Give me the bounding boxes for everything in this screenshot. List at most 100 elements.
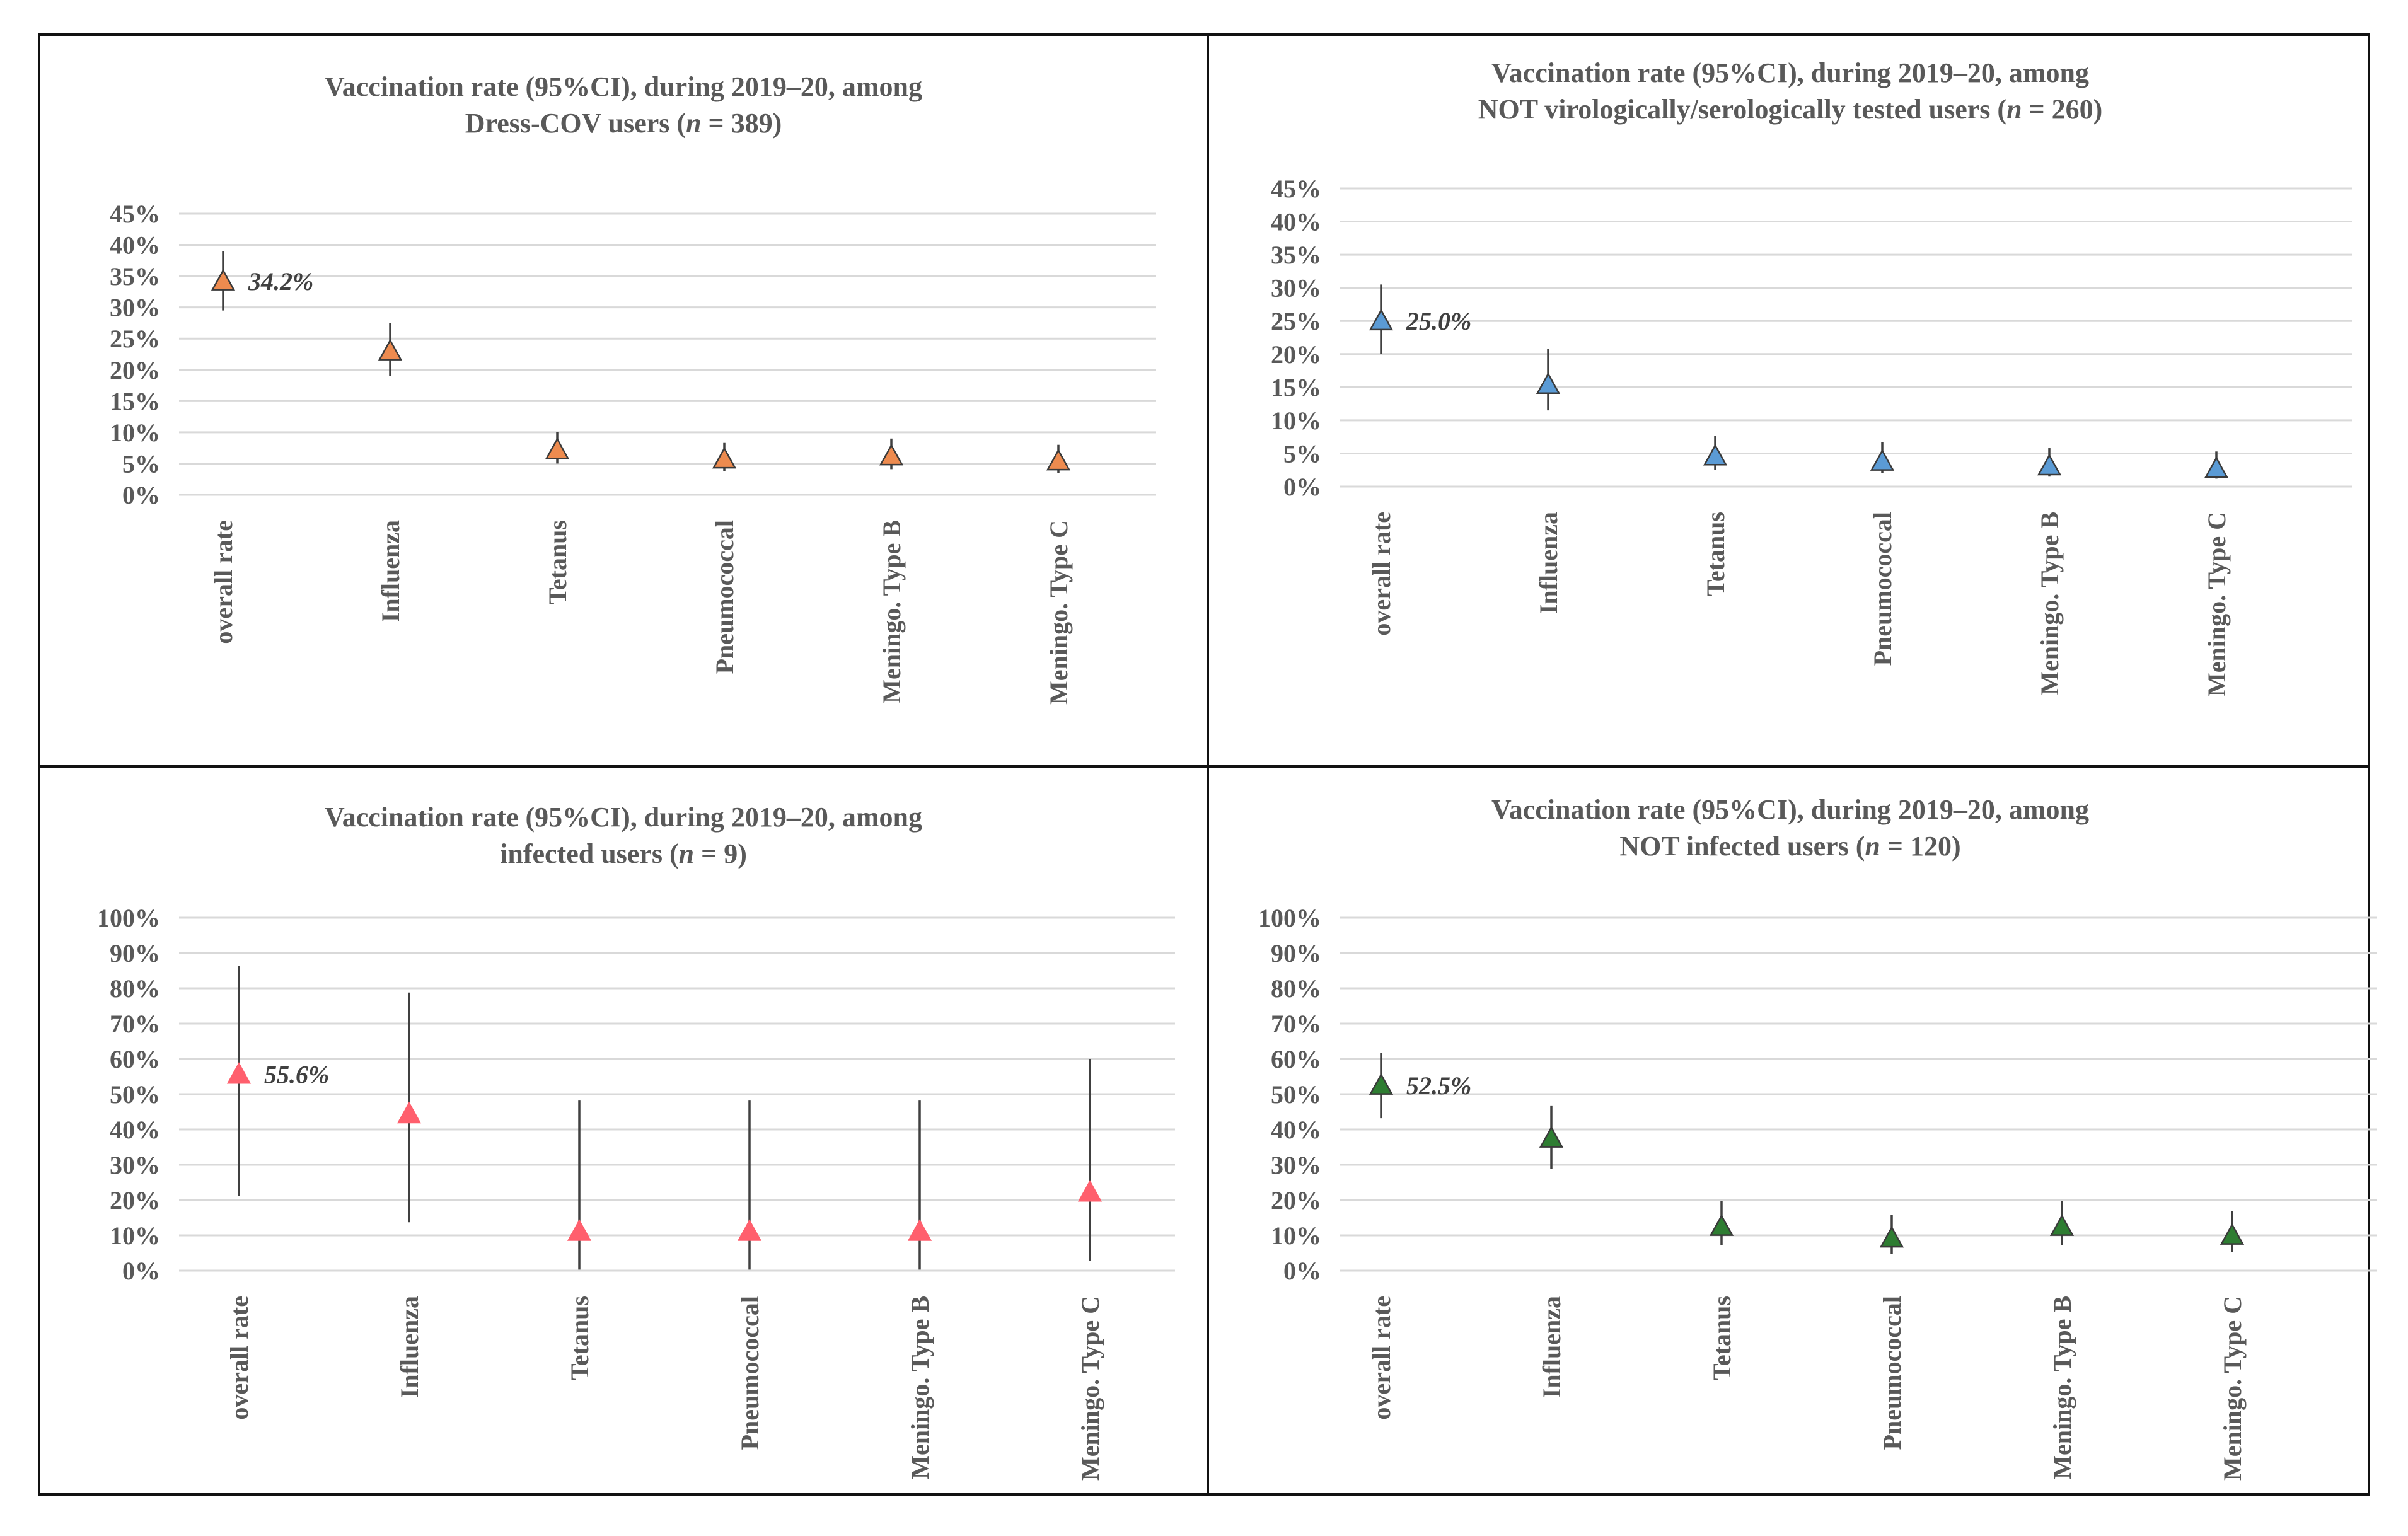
data-point-marker: [397, 1101, 422, 1124]
x-tick-label: Influenza: [376, 520, 405, 622]
chart-title: Vaccination rate (95%CI), during 2019–20…: [40, 69, 1207, 142]
y-tick-label: 30%: [110, 294, 160, 322]
data-point-marker: [1703, 444, 1728, 466]
x-tick-label: Meningo. Type B: [2035, 512, 2064, 695]
x-tick-label: Influenza: [1534, 512, 1563, 614]
x-tick-label: Pneumococcal: [1878, 1296, 1906, 1450]
y-tick-label: 10%: [110, 419, 160, 447]
y-tick-label: 45%: [110, 200, 160, 228]
chart-panel-not-tested: Vaccination rate (95%CI), during 2019–20…: [1208, 36, 2373, 765]
data-point-marker: [1077, 1180, 1103, 1202]
data-point-marker: [2220, 1223, 2245, 1245]
chart-plot: 0% 5% 10% 15% 20% 25% 30% 35% 40% 45% overall rate…: [1271, 175, 2352, 696]
y-tick-label: 10%: [1271, 407, 1321, 435]
chart-title-line1: Vaccination rate (95%CI), during 2019–20…: [1491, 57, 2090, 88]
data-point-marker: [2049, 1214, 2075, 1236]
y-tick-label: 25%: [1271, 307, 1321, 335]
y-tick-label: 70%: [110, 1010, 160, 1038]
y-tick-label: 45%: [1271, 175, 1321, 203]
y-tick-label: 100%: [1258, 904, 1321, 932]
data-point-marker: [2037, 453, 2062, 476]
y-tick-label: 40%: [110, 231, 160, 260]
chart-title: Vaccination rate (95%CI), during 2019–20…: [1208, 792, 2373, 865]
data-point-marker: [378, 338, 403, 361]
horizontal-divider: [40, 765, 2368, 768]
y-tick-label: 40%: [1271, 208, 1321, 236]
y-tick-label: 20%: [1271, 1186, 1321, 1215]
x-tick-label: Meningo. Type C: [2203, 512, 2231, 696]
y-tick-label: 0%: [1283, 473, 1321, 501]
y-tick-label: 0%: [122, 1257, 160, 1285]
y-tick-label: 25%: [110, 325, 160, 353]
x-tick-label: overall rate: [1367, 1296, 1396, 1420]
y-tick-label: 60%: [110, 1045, 160, 1073]
y-tick-label: 15%: [110, 387, 160, 415]
chart-plot: 0% 10% 20% 30% 40% 50% 60% 70% 80% 90% 100% overall…: [97, 904, 1175, 1481]
data-label: 34.2%: [248, 267, 313, 296]
chart-plot: 0% 10% 20% 30% 40% 50% 60% 70% 80% 90% 100% overall…: [1258, 904, 2377, 1481]
y-tick-label: 30%: [110, 1151, 160, 1179]
data-point-marker: [1046, 448, 1071, 471]
chart-title-line2: infected users (n = 9): [500, 838, 747, 869]
x-tick-label: Influenza: [1537, 1296, 1566, 1398]
y-tick-label: 35%: [110, 262, 160, 291]
chart-title: Vaccination rate (95%CI), during 2019–20…: [40, 799, 1207, 872]
data-point-marker: [1709, 1214, 1734, 1236]
x-tick-label: overall rate: [225, 1296, 253, 1420]
y-tick-label: 35%: [1271, 241, 1321, 269]
x-tick-label: Tetanus: [1701, 512, 1730, 596]
x-tick-label: Pneumococcal: [1868, 512, 1897, 666]
chart-title-line1: Vaccination rate (95%CI), during 2019–20…: [324, 802, 923, 833]
y-tick-label: 20%: [110, 1186, 160, 1215]
y-tick-label: 50%: [110, 1080, 160, 1109]
x-tick-label: Meningo. Type C: [2218, 1296, 2247, 1481]
x-tick-label: Influenza: [395, 1296, 424, 1398]
chart-title-line2: NOT virologically/serologically tested u…: [1478, 94, 2103, 125]
data-point-marker: [1879, 1225, 1904, 1248]
x-tick-label: Tetanus: [565, 1296, 594, 1380]
chart-panel-not-infected: Vaccination rate (95%CI), during 2019–20…: [1208, 766, 2377, 1498]
data-point-marker: [545, 437, 570, 459]
y-tick-label: 30%: [1271, 274, 1321, 303]
y-tick-label: 5%: [122, 449, 160, 478]
chart-title-line2: NOT infected users (n = 120): [1619, 831, 1961, 862]
x-tick-label: Tetanus: [1708, 1296, 1736, 1380]
chart-title: Vaccination rate (95%CI), during 2019–20…: [1208, 55, 2373, 128]
data-point-marker: [1870, 449, 1895, 471]
chart-title-line1: Vaccination rate (95%CI), during 2019–20…: [324, 71, 923, 102]
y-tick-label: 30%: [1271, 1151, 1321, 1179]
y-tick-label: 40%: [110, 1116, 160, 1144]
vertical-divider: [1207, 36, 1209, 1493]
y-tick-label: 80%: [110, 974, 160, 1003]
data-point-marker: [1539, 1126, 1564, 1148]
y-tick-label: 0%: [1283, 1257, 1321, 1285]
data-point-marker: [737, 1219, 762, 1241]
data-label: 55.6%: [264, 1061, 329, 1089]
x-tick-label: overall rate: [209, 520, 238, 644]
x-tick-label: Meningo. Type B: [906, 1296, 934, 1479]
chart-panel-dress-cov: Vaccination rate (95%CI), during 2019–20…: [40, 36, 1207, 765]
y-tick-label: 15%: [1271, 373, 1321, 401]
y-tick-label: 50%: [1271, 1080, 1321, 1109]
y-tick-label: 20%: [1271, 340, 1321, 369]
y-tick-label: 5%: [1283, 439, 1321, 468]
data-point-marker: [567, 1219, 592, 1241]
data-label: 52.5%: [1406, 1071, 1471, 1100]
chart-panel-infected: Vaccination rate (95%CI), during 2019–20…: [40, 766, 1207, 1498]
x-tick-label: Meningo. Type C: [1076, 1296, 1104, 1481]
y-tick-label: 10%: [110, 1221, 160, 1250]
y-tick-label: 0%: [122, 481, 160, 509]
x-tick-label: Pneumococcal: [710, 520, 739, 674]
data-point-marker: [712, 446, 737, 469]
data-point-marker: [1369, 1073, 1394, 1095]
data-point-marker: [907, 1219, 932, 1241]
y-tick-label: 90%: [1271, 939, 1321, 967]
x-tick-label: Meningo. Type B: [877, 520, 906, 703]
chart-title-line2: Dress-COV users (n = 389): [465, 108, 782, 139]
data-point-marker: [2204, 456, 2229, 478]
y-tick-label: 90%: [110, 939, 160, 967]
data-point-marker: [1369, 308, 1394, 331]
y-tick-label: 60%: [1271, 1045, 1321, 1073]
x-tick-label: Tetanus: [543, 520, 572, 604]
data-label: 25.0%: [1406, 307, 1471, 335]
